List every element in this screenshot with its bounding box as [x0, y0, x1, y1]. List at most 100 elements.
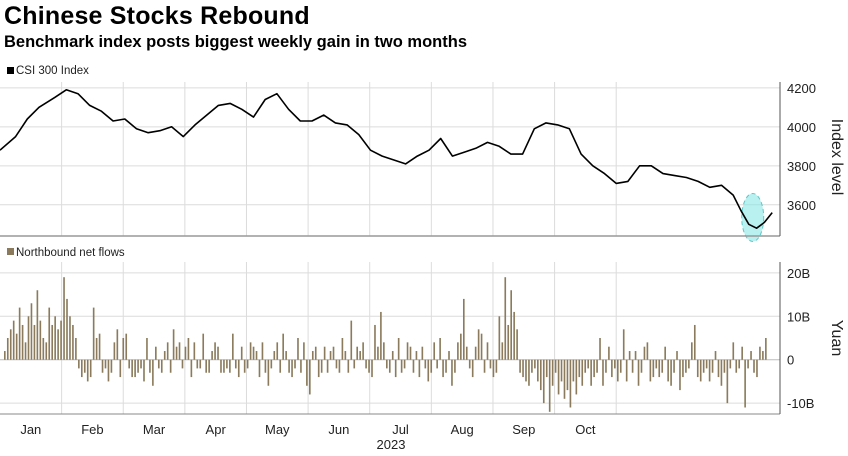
- flow-bar: [569, 359, 572, 408]
- northbound-bars: [4, 277, 767, 412]
- flow-bar: [383, 342, 385, 360]
- flow-bar: [338, 359, 341, 373]
- flow-bar: [9, 329, 12, 360]
- flow-bar: [605, 359, 607, 373]
- flow-bar: [72, 324, 74, 360]
- top-y-tick-label: 3800: [787, 159, 816, 174]
- flow-bar: [720, 359, 723, 386]
- flow-bar: [202, 333, 205, 360]
- flow-bar: [116, 329, 119, 360]
- flow-bar: [545, 359, 548, 378]
- flow-bar: [708, 359, 711, 382]
- flow-bar: [193, 342, 196, 360]
- flow-bar: [211, 351, 213, 360]
- flow-bar: [578, 359, 581, 378]
- flow-bar: [554, 359, 557, 373]
- flow-bar: [614, 359, 616, 369]
- bottom-legend-label: Northbound net flows: [16, 247, 125, 259]
- flow-bar: [122, 338, 125, 360]
- x-month-label: Aug: [451, 422, 474, 437]
- flow-bar: [356, 346, 359, 360]
- flow-bar: [528, 359, 530, 386]
- flow-bar: [474, 346, 477, 360]
- flow-bar: [134, 359, 136, 378]
- flow-bar: [534, 359, 536, 369]
- flow-bar: [128, 359, 130, 369]
- flow-bar: [297, 338, 299, 360]
- flow-bar: [723, 359, 726, 373]
- flow-bar: [288, 359, 290, 373]
- flow-bar: [75, 338, 77, 360]
- flow-bar: [691, 342, 693, 360]
- flow-bar: [702, 359, 705, 373]
- flow-bar: [78, 359, 80, 369]
- flow-bar: [190, 359, 193, 378]
- flow-bar: [80, 359, 83, 378]
- flow-bar: [217, 346, 219, 360]
- flow-bar: [303, 342, 305, 360]
- x-month-label: Sep: [512, 422, 535, 437]
- flow-bar: [430, 359, 433, 373]
- flow-bar: [101, 359, 104, 373]
- flow-bar: [400, 359, 403, 373]
- flow-bar: [60, 320, 62, 360]
- flow-bar: [104, 359, 107, 369]
- flow-bar: [270, 359, 273, 369]
- flow-bar: [442, 359, 444, 378]
- flow-bar: [717, 359, 720, 378]
- chart-title: Chinese Stocks Rebound: [4, 2, 310, 30]
- top-legend-swatch: [7, 67, 14, 74]
- flow-bar: [388, 359, 391, 373]
- flow-bar: [294, 359, 296, 369]
- flow-bar: [415, 351, 418, 360]
- flow-bar: [676, 351, 678, 360]
- flow-bar: [628, 351, 631, 360]
- flow-bar: [110, 359, 113, 373]
- flow-bar: [563, 359, 566, 399]
- x-month-label: Jan: [20, 422, 41, 437]
- x-month-label: Jul: [392, 422, 409, 437]
- flow-bar: [89, 359, 92, 378]
- flow-bar: [483, 359, 486, 373]
- flow-bar: [273, 351, 276, 360]
- flow-bar: [646, 342, 649, 360]
- flow-bar: [468, 359, 471, 369]
- flow-bar: [406, 342, 409, 360]
- bottom-y-tick-label: 0: [787, 353, 794, 368]
- flow-bar: [489, 359, 492, 369]
- flow-bar: [693, 324, 696, 360]
- flow-bar: [696, 359, 699, 378]
- flow-bar: [744, 359, 746, 408]
- flow-bar: [380, 311, 382, 360]
- flow-bar: [24, 342, 27, 360]
- flow-bar: [131, 359, 133, 378]
- flow-bar: [332, 346, 335, 360]
- flow-bar: [341, 338, 344, 360]
- flow-bar: [181, 359, 184, 369]
- flow-bar: [457, 342, 459, 360]
- flow-bar: [83, 359, 86, 373]
- flow-bar: [602, 359, 604, 386]
- chart-subtitle: Benchmark index posts biggest weekly gai…: [4, 33, 468, 51]
- flow-bar: [480, 333, 483, 360]
- flow-bar: [353, 359, 356, 369]
- flow-bar: [374, 324, 376, 360]
- flow-bar: [625, 359, 628, 382]
- bottom-y-ticks: -10B 0 10B 20B: [787, 266, 814, 411]
- flow-bar: [699, 359, 702, 382]
- flow-bar: [394, 359, 397, 378]
- x-month-label: May: [265, 422, 290, 437]
- flow-bar: [57, 329, 59, 360]
- flow-bar: [323, 346, 326, 360]
- flow-bar: [587, 359, 589, 369]
- rebound-highlight: [741, 192, 765, 242]
- flow-bar: [237, 359, 240, 378]
- flow-bar: [566, 359, 569, 391]
- flow-bar: [714, 351, 717, 360]
- x-month-labels: Jan Feb Mar Apr May Jun Jul Aug Sep Oct: [20, 422, 596, 437]
- flow-bar: [27, 316, 30, 360]
- flow-bar: [166, 342, 169, 360]
- flow-bar: [282, 333, 284, 360]
- x-month-label: Feb: [81, 422, 103, 437]
- flow-bar: [309, 359, 311, 395]
